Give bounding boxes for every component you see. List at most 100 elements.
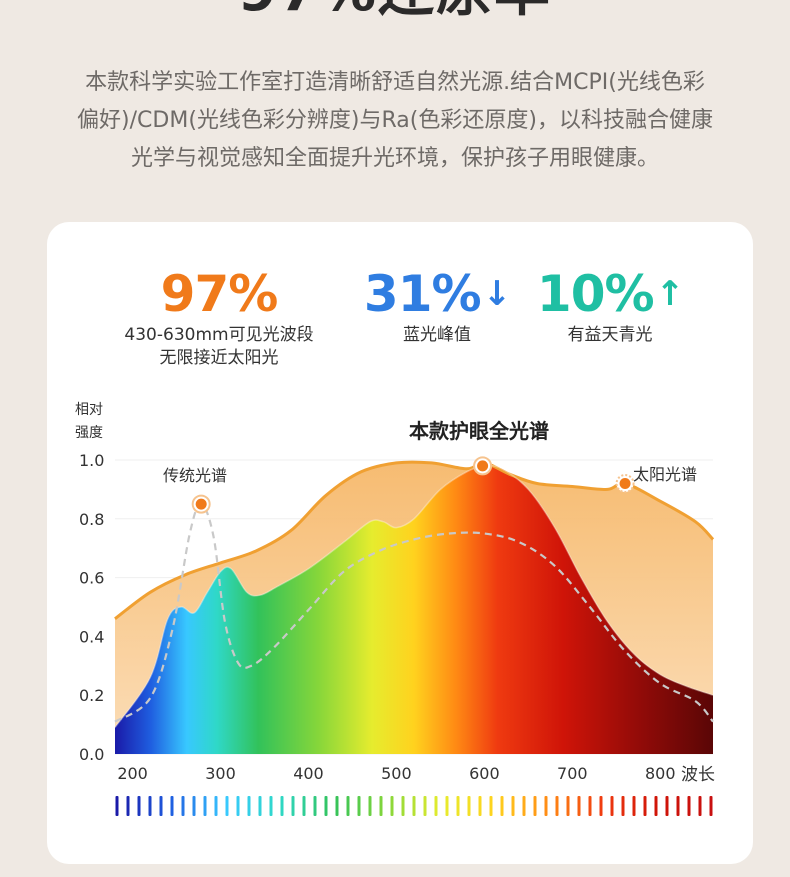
spectrum-bar-segment <box>588 796 592 816</box>
spectrum-bar-segment <box>137 796 141 816</box>
x-axis-label: 波长 <box>681 765 715 785</box>
annotation-sunlight: 太阳光谱 <box>633 465 697 484</box>
spectrum-bar-segment <box>434 796 438 816</box>
chart-markers <box>191 456 635 514</box>
y-tick-label: 0.2 <box>79 686 104 705</box>
annotation-marker-dot <box>195 498 207 510</box>
spectrum-bar-segment <box>478 796 482 816</box>
y-tick-label: 1.0 <box>79 451 104 470</box>
x-tick-label: 600 <box>469 764 500 783</box>
intro-line-2: 偏好)/CDM(光线色彩分辨度)与Ra(色彩还原度)，以科技融合健康 <box>77 108 713 133</box>
spectrum-bar-segment <box>214 796 218 816</box>
spectrum-bar-segment <box>456 796 460 816</box>
stat-restoration-caption-2: 无限接近太阳光 <box>159 348 279 368</box>
spectrum-bar-segment <box>346 796 350 816</box>
stat-cyan-light-caption: 有益天青光 <box>567 325 653 345</box>
spectrum-bar-segment <box>258 796 262 816</box>
spectrum-color-bar <box>115 796 713 816</box>
spectrum-bar-segment <box>544 796 548 816</box>
spectrum-bar-segment <box>412 796 416 816</box>
spectrum-bar-segment <box>489 796 493 816</box>
x-tick-label: 800 <box>645 764 676 783</box>
spectrum-bar-segment <box>632 796 636 816</box>
stat-cyan-light-value: 10%↑ <box>536 265 684 323</box>
y-tick-label: 0.4 <box>79 627 104 646</box>
spectrum-bar-segment <box>676 796 680 816</box>
y-tick-label: 0.8 <box>79 510 104 529</box>
stat-restoration: 97% 430-630mm可见光波段 无限接近太阳光 <box>99 266 339 370</box>
spectrum-bar-segment <box>687 796 691 816</box>
spectrum-bar-segment <box>335 796 339 816</box>
spectrum-card: 97% 430-630mm可见光波段 无限接近太阳光 31%↓ 蓝光峰值 10%… <box>47 222 753 864</box>
annotation-marker-dot <box>477 460 489 472</box>
spectrum-bar-segment <box>610 796 614 816</box>
spectrum-bar-segment <box>709 796 713 816</box>
intro-line-3: 光学与视觉感知全面提升光环境，保护孩子用眼健康。 <box>130 146 659 171</box>
spectrum-bar-segment <box>159 796 163 816</box>
spectrum-bar-segment <box>368 796 372 816</box>
spectrum-bar-segment <box>500 796 504 816</box>
lamp-spectrum-line <box>114 464 714 728</box>
chart-ticks: 0.0 0.2 0.4 0.6 0.8 1.0 200 300 400 500 600 700 800 <box>79 451 676 783</box>
spectrum-bar-segment <box>148 796 152 816</box>
intro-line-1: 本款科学实验工作室打造清晰舒适自然光源.结合MCPI(光线色彩 <box>85 70 705 95</box>
spectrum-bar-segment <box>401 796 405 816</box>
annotation-marker-dot <box>619 478 631 490</box>
spectrum-bar-segment <box>115 796 119 816</box>
spectrum-bar-segment <box>577 796 581 816</box>
spectrum-bar-segment <box>379 796 383 816</box>
stat-blue-peak: 31%↓ 蓝光峰值 <box>352 266 522 347</box>
arrow-up-icon: ↑ <box>655 274 684 314</box>
stat-blue-peak-caption: 蓝光峰值 <box>403 325 471 345</box>
spectrum-bar-segment <box>313 796 317 816</box>
x-tick-label: 400 <box>293 764 324 783</box>
spectrum-bar-segment <box>181 796 185 816</box>
spectrum-bar-segment <box>467 796 471 816</box>
spectrum-bar-segment <box>280 796 284 816</box>
spectrum-bar-segment <box>357 796 361 816</box>
stat-restoration-caption-1: 430-630mm可见光波段 <box>124 325 314 345</box>
spectrum-bar-segment <box>170 796 174 816</box>
arrow-down-icon: ↓ <box>482 274 511 314</box>
page-title: 97%还原率 <box>0 0 790 22</box>
annotation-traditional: 传统光谱 <box>163 466 227 485</box>
spectrum-bar-segment <box>247 796 251 816</box>
spectrum-bar-segment <box>225 796 229 816</box>
spectrum-bar-segment <box>621 796 625 816</box>
spectrum-bar-segment <box>522 796 526 816</box>
spectrum-bar-segment <box>698 796 702 816</box>
spectrum-bar-segment <box>126 796 130 816</box>
spectrum-bar-segment <box>236 796 240 816</box>
spectrum-bar-segment <box>643 796 647 816</box>
spectrum-bar-segment <box>654 796 658 816</box>
y-tick-label: 0.6 <box>79 569 104 588</box>
spectrum-bar-segment <box>511 796 515 816</box>
spectrum-bar-segment <box>533 796 537 816</box>
y-axis-label-1: 相对 <box>75 402 103 418</box>
stat-restoration-value: 97% <box>160 265 279 323</box>
chart-title: 本款护眼全光谱 <box>409 419 549 443</box>
traditional-spectrum-line <box>114 503 714 723</box>
x-tick-label: 500 <box>381 764 412 783</box>
stat-cyan-light: 10%↑ 有益天青光 <box>525 266 695 347</box>
spectrum-bar-segment <box>324 796 328 816</box>
stat-blue-peak-value: 31%↓ <box>363 265 511 323</box>
spectrum-bar-segment <box>445 796 449 816</box>
spectrum-bar-segment <box>665 796 669 816</box>
spectrum-bar-segment <box>599 796 603 816</box>
y-axis-label-2: 强度 <box>75 425 103 441</box>
spectrum-bar-segment <box>203 796 207 816</box>
x-tick-label: 200 <box>117 764 148 783</box>
spectrum-bar-segment <box>269 796 273 816</box>
spectrum-bar-segment <box>390 796 394 816</box>
lamp-spectrum-area <box>115 465 713 754</box>
spectrum-bar-segment <box>291 796 295 816</box>
spectrum-bar-segment <box>555 796 559 816</box>
spectrum-bar-segment <box>302 796 306 816</box>
spectrum-bar-segment <box>423 796 427 816</box>
x-tick-label: 300 <box>205 764 236 783</box>
spectrum-bar-segment <box>566 796 570 816</box>
spectrum-bar-segment <box>192 796 196 816</box>
intro-paragraph: 本款科学实验工作室打造清晰舒适自然光源.结合MCPI(光线色彩 偏好)/CDM(… <box>30 64 760 178</box>
